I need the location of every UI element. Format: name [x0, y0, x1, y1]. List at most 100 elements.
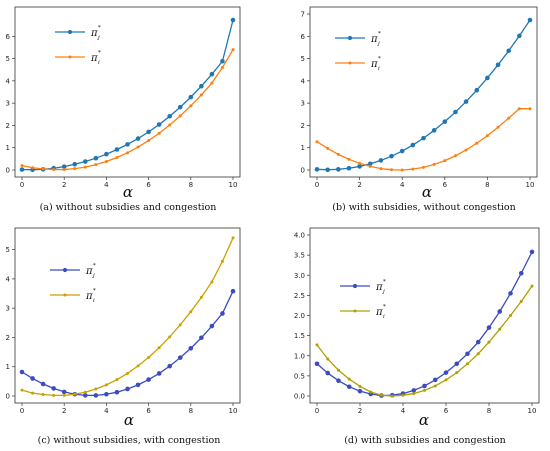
- y-tick-label: 1: [6, 363, 10, 371]
- x-tick-label: 6: [443, 181, 448, 189]
- data-point: [336, 167, 341, 172]
- data-point: [199, 83, 204, 89]
- data-point: [157, 131, 161, 135]
- data-point: [31, 166, 35, 170]
- data-point: [188, 94, 194, 100]
- data-point: [401, 393, 405, 397]
- data-point: [325, 370, 331, 376]
- data-point: [422, 165, 425, 169]
- data-point: [432, 377, 438, 383]
- data-point: [52, 168, 56, 172]
- data-point: [156, 122, 162, 127]
- y-tick-label: 5: [301, 55, 305, 63]
- data-point: [93, 393, 99, 398]
- data-point: [485, 134, 489, 138]
- data-point: [230, 17, 236, 23]
- data-point: [390, 394, 394, 398]
- data-point: [167, 113, 172, 119]
- data-point: [486, 325, 492, 330]
- data-point: [19, 167, 25, 172]
- data-point: [19, 369, 25, 375]
- y-tick-label: 2.5: [294, 292, 305, 300]
- data-point: [529, 249, 535, 255]
- data-point: [20, 388, 24, 392]
- data-point: [167, 363, 172, 369]
- data-point: [326, 146, 330, 150]
- data-point: [209, 323, 215, 329]
- legend-superscript: *: [98, 50, 101, 56]
- data-point: [517, 33, 522, 39]
- x-tick-label: 4: [104, 407, 109, 415]
- x-tick-label: 10: [229, 181, 238, 189]
- data-point: [347, 377, 351, 381]
- legend-label: π: [85, 266, 93, 277]
- legend-label: π: [375, 282, 383, 293]
- data-point: [346, 384, 352, 390]
- data-point: [104, 383, 108, 387]
- x-tick-label: 2: [62, 181, 66, 189]
- data-point: [104, 160, 108, 164]
- data-point: [41, 393, 45, 397]
- data-point: [230, 288, 236, 294]
- data-point: [177, 355, 183, 360]
- data-point: [463, 99, 469, 104]
- legend-subscript: j: [97, 35, 100, 41]
- legend-superscript: *: [383, 279, 386, 285]
- data-point: [83, 390, 87, 394]
- data-point: [325, 167, 330, 173]
- data-point: [346, 165, 352, 171]
- data-point: [368, 164, 372, 168]
- data-point: [444, 378, 448, 382]
- chart-panel-4: 0 2 4 6 8 100.00.51.01.52.02.53.03.54.0π *jπ *i…: [294, 227, 540, 446]
- y-tick-label: 1: [6, 144, 10, 152]
- y-tick-label: 3.5: [294, 252, 305, 260]
- data-point: [497, 309, 503, 314]
- data-point: [41, 167, 45, 171]
- data-point: [475, 141, 479, 145]
- data-point: [519, 299, 523, 303]
- data-point: [518, 270, 524, 276]
- legend-label: π: [90, 28, 98, 39]
- x-tick-label: 4: [104, 181, 109, 189]
- data-point: [61, 389, 67, 395]
- x-tick-label: 0: [315, 407, 319, 415]
- data-point: [220, 259, 224, 263]
- y-tick-label: 3: [301, 100, 305, 108]
- legend-subscript: i: [98, 60, 100, 66]
- data-point: [177, 104, 183, 110]
- y-tick-label: 0: [6, 167, 10, 175]
- data-point: [125, 142, 130, 147]
- data-point: [220, 311, 225, 316]
- data-point: [517, 107, 521, 111]
- data-point: [508, 291, 513, 296]
- x-tick-label: 6: [146, 407, 151, 415]
- y-tick-label: 1.5: [294, 332, 305, 340]
- data-point: [358, 161, 362, 165]
- series-line-j: [316, 251, 533, 397]
- legend-marker: [352, 283, 358, 289]
- data-point: [93, 155, 99, 161]
- data-point: [188, 345, 194, 351]
- data-point: [210, 81, 214, 85]
- data-point: [315, 343, 319, 347]
- data-point: [135, 136, 141, 141]
- data-point: [326, 357, 330, 361]
- x-axis-label: α: [124, 411, 134, 429]
- data-point: [412, 392, 416, 396]
- legend-label: π: [375, 307, 383, 318]
- data-point: [465, 351, 470, 357]
- data-point: [357, 388, 363, 394]
- x-tick-label: 8: [189, 181, 193, 189]
- x-tick-label: 10: [528, 407, 537, 415]
- data-point: [466, 362, 469, 366]
- axes-frame: [309, 6, 538, 178]
- data-point: [454, 361, 460, 367]
- data-point: [476, 352, 480, 356]
- x-tick-label: 0: [20, 181, 24, 189]
- data-point: [189, 310, 193, 314]
- data-point: [474, 87, 480, 93]
- data-point: [495, 62, 501, 68]
- x-tick-label: 2: [62, 407, 66, 415]
